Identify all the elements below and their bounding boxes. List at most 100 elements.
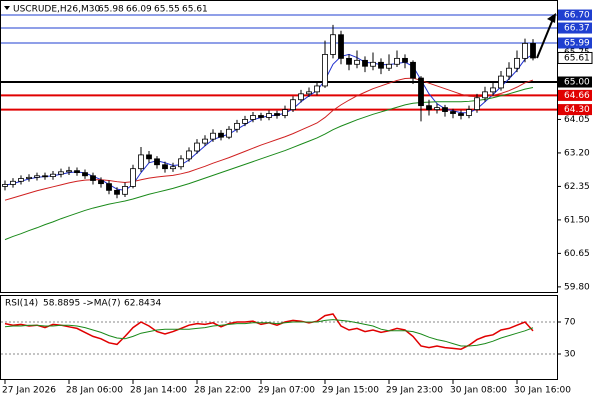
candle-body (394, 57, 400, 65)
candle-body (202, 138, 208, 144)
x-tick-label: 28 Jan 06:00 (66, 386, 123, 396)
x-tick-label: 30 Jan 08:00 (450, 386, 507, 396)
ohlc-low: 65.55 (154, 5, 180, 15)
x-tick-label: 28 Jan 14:00 (130, 386, 187, 396)
ohlc-open: 65.98 (98, 5, 124, 15)
candle-body (354, 59, 360, 65)
ma-value: 62.8434 (124, 299, 161, 309)
level-label-box (558, 89, 592, 101)
candle-body (530, 42, 536, 59)
level-label-box (558, 76, 592, 88)
y-tick-label: 61.50 (564, 215, 590, 225)
y-tick-label: 64.05 (564, 115, 590, 125)
y-tick-label: 60.65 (564, 249, 590, 259)
price-label: 65.61 (564, 53, 590, 63)
candle-body (474, 97, 480, 110)
price-panel (0, 0, 558, 293)
level-label: 66.70 (564, 11, 590, 21)
candle-body (450, 111, 456, 114)
rsi-panel (0, 295, 558, 380)
ma-name: ->MA(7) (83, 299, 120, 309)
candle-body (170, 166, 176, 170)
level-label: 64.30 (564, 105, 590, 115)
candle-body (274, 113, 280, 116)
candle-body (122, 186, 128, 195)
candle-body (146, 154, 152, 160)
candle-body (370, 61, 376, 67)
candle-body (482, 91, 488, 99)
candle-body (322, 54, 328, 87)
candle-body (250, 115, 256, 120)
candle-body (242, 119, 248, 124)
candle-body (210, 132, 216, 140)
y-tick-label: 63.20 (564, 148, 590, 158)
level-label: 65.99 (564, 39, 590, 49)
candle-body (498, 75, 504, 89)
arrow-head (547, 13, 556, 24)
price-label-box (557, 51, 593, 64)
candle-body (378, 61, 384, 69)
x-tick-label: 29 Jan 15:00 (322, 386, 379, 396)
candle-body (42, 175, 48, 178)
candle-body (34, 175, 40, 178)
y-tick-label: 62.35 (564, 182, 590, 192)
moving-average (4, 87, 534, 241)
ohlc-high: 66.09 (126, 5, 152, 15)
candle-body (106, 183, 112, 191)
candle-body (434, 107, 440, 110)
rsi-value: 58.8895 (43, 299, 80, 309)
candle-body (90, 175, 96, 181)
candle-body (10, 180, 16, 185)
annotation-arrow (536, 18, 554, 59)
chart-title: USCRUDE,H26,M30 (13, 5, 100, 15)
collapse-icon (4, 6, 10, 10)
candle-body (114, 189, 120, 195)
candle-body (218, 132, 224, 138)
candle-body (50, 173, 56, 177)
indicator-line (4, 319, 534, 347)
candle-body (258, 115, 264, 118)
candle-body (162, 164, 168, 170)
x-tick-label: 27 Jan 2026 (2, 386, 56, 396)
ohlc-close: 65.61 (182, 5, 208, 15)
x-tick-label: 29 Jan 07:00 (258, 386, 315, 396)
candle-body (506, 67, 512, 77)
candle-body (290, 99, 296, 110)
candle-body (402, 57, 408, 63)
candle-body (98, 180, 104, 185)
candle-body (458, 113, 464, 116)
candle-body (266, 113, 272, 118)
candle-body (466, 109, 472, 116)
candle-body (426, 105, 432, 110)
candle-body (234, 122, 240, 130)
candle-body (410, 61, 416, 79)
y-tick-label: 30 (564, 350, 576, 360)
candle-body (346, 57, 352, 65)
candle-body (298, 93, 304, 101)
level-label-box (558, 37, 592, 49)
candle-body (194, 142, 200, 152)
candle-body (418, 77, 424, 107)
level-label-box (558, 9, 592, 21)
y-tick-label: 70 (564, 318, 576, 328)
candle-body (178, 158, 184, 168)
candle-body (138, 154, 144, 170)
candle-body (26, 176, 32, 179)
x-tick-label: 30 Jan 16:00 (514, 386, 571, 396)
candle-body (154, 158, 160, 166)
candle-body (338, 34, 344, 59)
candle-body (490, 87, 496, 93)
candle-body (58, 171, 64, 175)
level-label: 66.37 (564, 24, 590, 34)
candle-body (442, 107, 448, 112)
candle-body (514, 57, 520, 69)
level-label-box (558, 22, 592, 34)
y-tick-label: 59.80 (564, 282, 590, 292)
candle-body (2, 184, 8, 187)
candle-body (226, 128, 232, 138)
x-tick-label: 28 Jan 22:00 (194, 386, 251, 396)
candle-body (330, 34, 336, 55)
candle-body (74, 170, 80, 174)
